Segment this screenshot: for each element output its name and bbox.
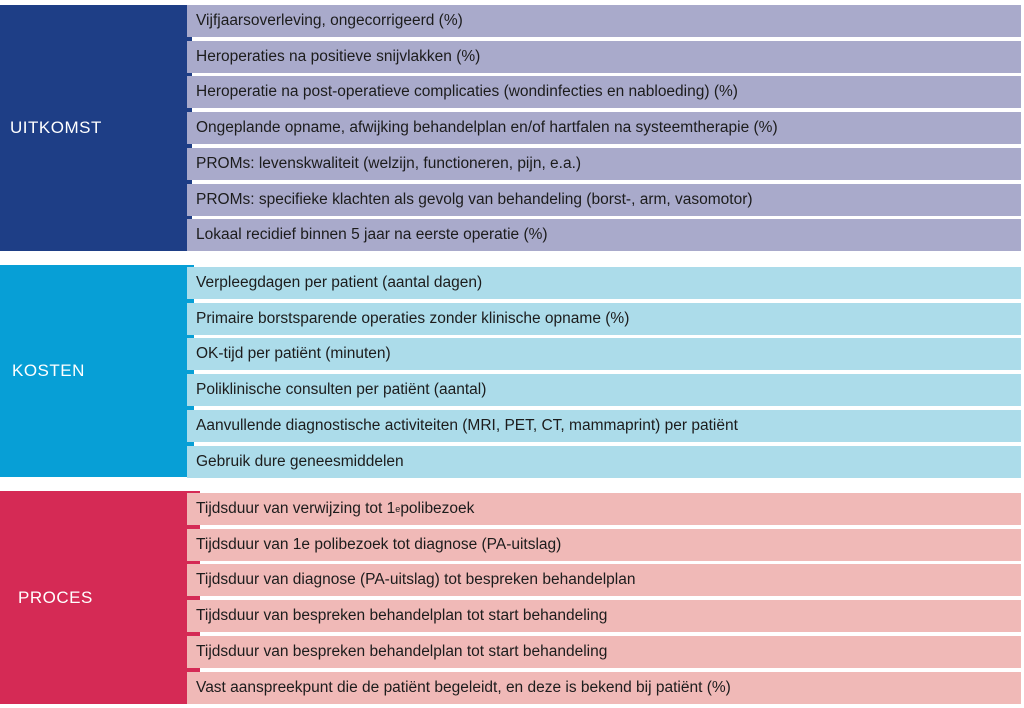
section-label: UITKOMST	[10, 118, 102, 137]
section-label: KOSTEN	[12, 361, 85, 380]
indicator-row: Tijdsduur van bespreken behandelplan tot…	[187, 600, 1021, 633]
indicator-row: Poliklinische consulten per patiënt (aan…	[187, 374, 1021, 407]
indicator-row: Verpleegdagen per patient (aantal dagen)	[187, 267, 1021, 299]
section-kosten: KOSTEN Verpleegdagen per patient (aantal…	[0, 265, 1024, 478]
indicator-row: Vijfjaarsoverleving, ongecorrigeerd (%)	[187, 5, 1021, 37]
section-label: PROCES	[18, 587, 93, 607]
indicator-row: Vast aanspreekpunt die de patiënt begele…	[187, 671, 1021, 704]
indicator-row: Tijdsduur van diagnose (PA-uitslag) tot …	[187, 564, 1021, 597]
indicator-row: Heroperatie na post-operatieve complicat…	[187, 76, 1021, 109]
indicator-row: Tijdsduur van 1e polibezoek tot diagnose…	[187, 528, 1021, 561]
indicator-text: Tijdsduur van verwijzing tot 1	[196, 500, 396, 517]
indicator-row: Gebruik dure geneesmiddelen	[187, 445, 1021, 478]
indicator-text-after: polibezoek	[400, 500, 475, 517]
indicator-row: Primaire borstsparende operaties zonder …	[187, 302, 1021, 335]
section-uitkomst: UITKOMST Vijfjaarsoverleving, ongecorrig…	[0, 5, 1024, 252]
indicator-row: Aanvullende diagnostische activiteiten (…	[187, 409, 1021, 442]
indicator-row: PROMs: specifieke klachten als gevolg va…	[187, 183, 1021, 216]
indicator-row: PROMs: levenskwaliteit (welzijn, functio…	[187, 147, 1021, 180]
section-label-block: UITKOMST	[0, 5, 192, 251]
indicator-row: Lokaal recidief binnen 5 jaar na eerste …	[187, 219, 1021, 252]
indicator-row: Heroperaties na positieve snijvlakken (%…	[187, 40, 1021, 73]
ordinal-superscript: e	[395, 504, 401, 514]
indicator-row: Tijdsduur van bespreken behandelplan tot…	[187, 635, 1021, 668]
indicator-row: OK-tijd per patiënt (minuten)	[187, 338, 1021, 371]
indicator-row: Ongeplande opname, afwijking behandelpla…	[187, 112, 1021, 145]
section-label-block: PROCES	[0, 491, 200, 704]
section-label-block: KOSTEN	[0, 265, 194, 477]
